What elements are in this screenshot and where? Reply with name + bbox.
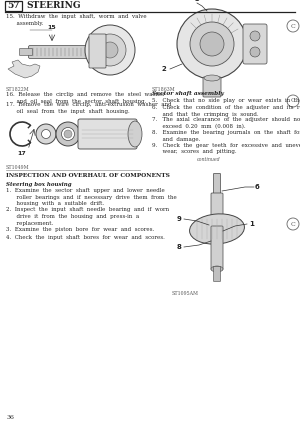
Bar (152, 12, 300, 86)
Circle shape (250, 47, 260, 57)
Circle shape (250, 31, 260, 41)
Text: 1.  Examine  the  sector  shaft  upper  and  lower  needle
      roller  bearing: 1. Examine the sector shaft upper and lo… (6, 188, 177, 206)
Bar (152, 164, 300, 294)
FancyBboxPatch shape (214, 267, 220, 282)
FancyBboxPatch shape (214, 173, 220, 195)
Circle shape (287, 95, 299, 107)
Text: STEERING: STEERING (26, 2, 81, 11)
Text: 8: 8 (177, 244, 182, 250)
Circle shape (85, 25, 135, 75)
Ellipse shape (61, 128, 74, 140)
Text: 3: 3 (195, 0, 200, 2)
Text: 57: 57 (7, 2, 20, 11)
Ellipse shape (211, 266, 223, 272)
Text: 9.   Check  the  gear  teeth  for  excessive  and  uneven
      wear,  scores  a: 9. Check the gear teeth for excessive an… (152, 142, 300, 154)
Text: 17: 17 (18, 151, 26, 156)
Text: ST1095AM: ST1095AM (172, 291, 199, 296)
Circle shape (190, 22, 234, 66)
Circle shape (200, 32, 224, 56)
FancyBboxPatch shape (243, 24, 267, 64)
Circle shape (287, 218, 299, 230)
Text: Sector shaft assembly: Sector shaft assembly (152, 91, 224, 96)
Text: continued: continued (197, 157, 220, 162)
FancyBboxPatch shape (20, 48, 32, 56)
Text: 15.  Withdraw  the  input  shaft,  worm  and  valve
      assembly.: 15. Withdraw the input shaft, worm and v… (6, 14, 147, 25)
Text: 6: 6 (255, 184, 260, 190)
FancyBboxPatch shape (211, 193, 223, 225)
Text: 7.   The  axial  clearance  of  the  adjuster  should  not
      exceed  0.20  m: 7. The axial clearance of the adjuster s… (152, 117, 300, 129)
Text: INSPECTION AND OVERHAUL OF COMPONENTS: INSPECTION AND OVERHAUL OF COMPONENTS (6, 173, 170, 178)
Text: C: C (291, 98, 296, 103)
FancyBboxPatch shape (28, 45, 92, 59)
Ellipse shape (56, 122, 80, 146)
Text: 16.  Release  the  circlip  and  remove  the  steel  washer
      and  oil  seal: 16. Release the circlip and remove the s… (6, 92, 165, 103)
Circle shape (177, 9, 247, 79)
Ellipse shape (64, 130, 72, 138)
FancyBboxPatch shape (5, 1, 22, 11)
FancyBboxPatch shape (211, 226, 223, 270)
Ellipse shape (36, 124, 56, 144)
Circle shape (94, 34, 126, 66)
Bar (6, 21, 141, 86)
Text: ST1049M: ST1049M (6, 165, 30, 170)
FancyBboxPatch shape (89, 34, 106, 68)
Text: 5.   Check  that  no  side  play  or  wear  exists  in  the  roller.: 5. Check that no side play or wear exist… (152, 98, 300, 103)
Text: 9: 9 (177, 216, 182, 222)
Polygon shape (8, 60, 40, 78)
Text: 8.   Examine  the  bearing  journals  on  the  shaft  for  wear
      and  damag: 8. Examine the bearing journals on the s… (152, 130, 300, 142)
Text: 4.  Check  the  input  shaft  bores  for  wear  and  scores.: 4. Check the input shaft bores for wear … (6, 234, 165, 240)
Text: Steering box housing: Steering box housing (6, 182, 72, 187)
Circle shape (102, 42, 118, 58)
Ellipse shape (41, 129, 50, 139)
Text: ST1863M: ST1863M (152, 87, 176, 92)
Text: 17.  Remove  the  wire  circlip,  anti-extrusion  washer  and
      oil  seal  f: 17. Remove the wire circlip, anti-extrus… (6, 102, 172, 114)
Text: 1: 1 (250, 221, 254, 227)
Bar (6, 104, 141, 164)
Ellipse shape (204, 75, 220, 81)
Text: C: C (291, 221, 296, 226)
Text: 36: 36 (6, 415, 14, 420)
Ellipse shape (190, 214, 244, 244)
Text: 2: 2 (162, 66, 167, 72)
Text: C: C (291, 23, 296, 28)
FancyBboxPatch shape (203, 77, 221, 97)
Text: 6.   Check  the  condition  of  the  adjuster  and  its  retainer
      and  tha: 6. Check the condition of the adjuster a… (152, 105, 300, 117)
FancyBboxPatch shape (78, 119, 137, 149)
Text: ST1822M: ST1822M (6, 87, 30, 92)
Ellipse shape (128, 121, 142, 147)
Text: 15: 15 (48, 25, 56, 30)
Text: 3.  Examine  the  piston  bore  for  wear  and  scores.: 3. Examine the piston bore for wear and … (6, 227, 154, 232)
Circle shape (287, 20, 299, 32)
Text: 2.  Inspect  the  input  shaft  needle  bearing  and  if  worn
      drive  it  : 2. Inspect the input shaft needle bearin… (6, 207, 169, 226)
